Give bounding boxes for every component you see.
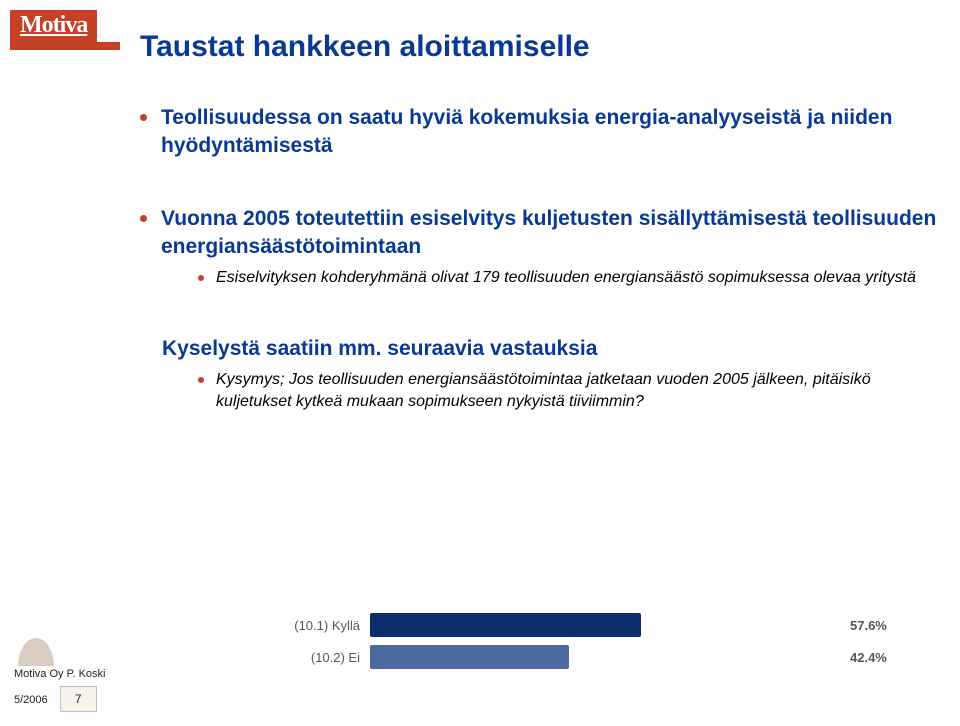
bar-row: (10.2) Ei 42.4% (250, 642, 910, 672)
sub-bullet-item: Kysymys; Jos teollisuuden energiansäästö… (198, 369, 940, 412)
bar-fill (370, 613, 641, 637)
bullet-item: Teollisuudessa on saatu hyviä kokemuksia… (140, 104, 940, 161)
decorative-tab (18, 638, 54, 666)
bar-fill (370, 645, 569, 669)
bar-track (370, 610, 840, 640)
bullet-icon (198, 275, 204, 281)
slide-footer: Motiva Oy P. Koski 5/2006 7 (14, 668, 106, 712)
bullet-icon (140, 114, 147, 121)
bar-row: (10.1) Kyllä 57.6% (250, 610, 910, 640)
slide-content: Taustat hankkeen aloittamiselle Teollisu… (140, 30, 940, 416)
bullet-text: Vuonna 2005 toteutettiin esiselvitys kul… (161, 205, 940, 262)
page-number: 7 (60, 686, 97, 712)
sub-bullet-item: Esiselvityksen kohderyhmänä olivat 179 t… (198, 267, 940, 289)
bar-label: (10.2) Ei (250, 642, 370, 672)
brand-logo-bar (10, 42, 120, 50)
sub-bullet-text: Esiselvityksen kohderyhmänä olivat 179 t… (216, 267, 916, 289)
bar-label: (10.1) Kyllä (250, 610, 370, 640)
bar-track (370, 642, 840, 672)
bar-percent: 42.4% (840, 642, 910, 672)
footer-author: Motiva Oy P. Koski (14, 668, 106, 680)
brand-logo: Motiva (10, 10, 97, 43)
bullet-item: Vuonna 2005 toteutettiin esiselvitys kul… (140, 205, 940, 262)
bar-percent: 57.6% (840, 610, 910, 640)
bar-chart: (10.1) Kyllä 57.6% (10.2) Ei 42.4% (250, 610, 910, 674)
slide-title: Taustat hankkeen aloittamiselle (140, 30, 940, 64)
footer-date: 5/2006 (14, 694, 48, 706)
sub-heading: Kyselystä saatiin mm. seuraavia vastauks… (162, 337, 940, 361)
bullet-icon (140, 215, 147, 222)
sub-bullet-text: Kysymys; Jos teollisuuden energiansäästö… (216, 369, 940, 412)
bullet-icon (198, 377, 204, 383)
bullet-text: Teollisuudessa on saatu hyviä kokemuksia… (161, 104, 940, 161)
